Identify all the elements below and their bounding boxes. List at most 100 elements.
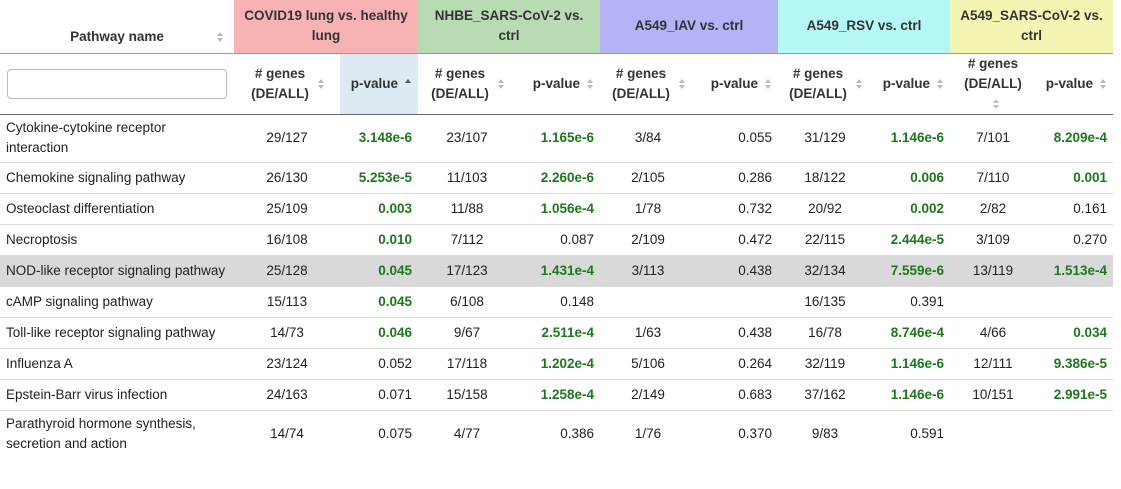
gene-count-cell: 16/108 bbox=[234, 223, 340, 255]
gene-count-cell: 10/151 bbox=[950, 378, 1037, 410]
sort-icon[interactable] bbox=[216, 31, 224, 43]
gene-count-header[interactable]: # genes (DE/ALL) bbox=[778, 52, 873, 115]
sort-icon[interactable] bbox=[404, 78, 412, 90]
gene-count-cell: 31/129 bbox=[778, 113, 873, 162]
pvalue-header[interactable]: p-value bbox=[516, 52, 601, 115]
pvalue-header[interactable]: p-value bbox=[1036, 52, 1114, 115]
sort-icon[interactable] bbox=[317, 78, 325, 90]
gene-count-cell: 14/73 bbox=[234, 316, 340, 348]
gene-count-cell: 1/76 bbox=[600, 409, 697, 458]
gene-count-cell: 7/112 bbox=[418, 223, 517, 255]
pvalue-cell: 0.087 bbox=[516, 223, 601, 255]
pvalue-cell: 0.045 bbox=[340, 285, 419, 317]
group-header-label: A549_IAV vs. ctrl bbox=[634, 18, 744, 34]
pvalue-cell: 0.591 bbox=[872, 409, 951, 458]
pvalue-cell: 0.438 bbox=[696, 316, 779, 348]
pathway-filter-input[interactable] bbox=[7, 68, 227, 99]
pvalue-cell: 1.056e-4 bbox=[516, 192, 601, 224]
pvalue-label: p-value bbox=[532, 75, 581, 91]
pathway-name-cell: Necroptosis bbox=[0, 223, 234, 255]
pathway-name-header[interactable]: Pathway name bbox=[0, 0, 234, 53]
pvalue-cell: 1.165e-6 bbox=[516, 113, 601, 162]
sort-icon[interactable] bbox=[855, 78, 863, 90]
sort-icon[interactable] bbox=[678, 78, 686, 90]
sort-icon[interactable] bbox=[497, 78, 505, 90]
gene-count-header[interactable]: # genes (DE/ALL) bbox=[234, 52, 340, 115]
gene-count-cell: 1/78 bbox=[600, 192, 697, 224]
gene-count-cell: 22/115 bbox=[778, 223, 873, 255]
table-row[interactable]: Epstein-Barr virus infection 24/163 0.071 1… bbox=[0, 378, 1114, 410]
table-row[interactable]: cAMP signaling pathway 15/113 0.045 6/108 0.… bbox=[0, 285, 1114, 317]
table-row[interactable]: Osteoclast differentiation 25/109 0.003 11/… bbox=[0, 192, 1114, 224]
pvalue-cell: 0.732 bbox=[696, 192, 779, 224]
gene-count-label: # genes (DE/ALL) bbox=[251, 65, 309, 101]
gene-count-label: # genes (DE/ALL) bbox=[431, 65, 489, 101]
gene-count-cell: 25/109 bbox=[234, 192, 340, 224]
pathway-name-cell: Chemokine signaling pathway bbox=[0, 161, 234, 193]
table-row[interactable]: Cytokine-cytokine receptor interaction 29… bbox=[0, 113, 1114, 162]
pvalue-cell: 0.391 bbox=[872, 285, 951, 317]
gene-count-cell: 18/122 bbox=[778, 161, 873, 193]
gene-count-cell: 17/118 bbox=[418, 347, 517, 379]
gene-count-cell: 2/109 bbox=[600, 223, 697, 255]
gene-count-header[interactable]: # genes (DE/ALL) bbox=[600, 52, 697, 115]
pathway-name-cell: Toll-like receptor signaling pathway bbox=[0, 316, 234, 348]
pvalue-cell: 0.052 bbox=[340, 347, 419, 379]
gene-count-cell: 23/124 bbox=[234, 347, 340, 379]
table-row[interactable]: NOD-like receptor signaling pathway 25/12… bbox=[0, 254, 1114, 286]
pvalue-cell: 1.513e-4 bbox=[1036, 254, 1114, 286]
gene-count-cell: 37/162 bbox=[778, 378, 873, 410]
table-row[interactable]: Toll-like receptor signaling pathway 14/7… bbox=[0, 316, 1114, 348]
sort-icon[interactable] bbox=[764, 78, 772, 90]
pathway-name-cell: NOD-like receptor signaling pathway bbox=[0, 254, 234, 286]
sort-icon[interactable] bbox=[586, 78, 594, 90]
gene-count-cell: 32/119 bbox=[778, 347, 873, 379]
sort-icon[interactable] bbox=[1099, 78, 1107, 90]
gene-count-cell: 23/107 bbox=[418, 113, 517, 162]
gene-count-cell: 15/113 bbox=[234, 285, 340, 317]
gene-count-cell: 14/74 bbox=[234, 409, 340, 458]
gene-count-cell: 13/119 bbox=[950, 254, 1037, 286]
gene-count-cell: 12/111 bbox=[950, 347, 1037, 379]
table-row[interactable]: Influenza A 23/124 0.052 17/118 1.202e-4 5/10… bbox=[0, 347, 1114, 379]
gene-count-label: # genes (DE/ALL) bbox=[612, 65, 670, 101]
pvalue-cell: 2.444e-5 bbox=[872, 223, 951, 255]
pvalue-label: p-value bbox=[350, 75, 399, 91]
pvalue-cell: 0.001 bbox=[1036, 161, 1114, 193]
pathway-name-cell: Influenza A bbox=[0, 347, 234, 379]
gene-count-cell: 4/77 bbox=[418, 409, 517, 458]
pvalue-cell: 0.003 bbox=[340, 192, 419, 224]
table-row[interactable]: Necroptosis 16/108 0.010 7/112 0.087 2/109 0.4… bbox=[0, 223, 1114, 255]
pvalue-header[interactable]: p-value bbox=[872, 52, 951, 115]
group-header-label: A549_SARS-CoV-2 vs. ctrl bbox=[960, 8, 1103, 44]
gene-count-label: # genes (DE/ALL) bbox=[964, 55, 1022, 91]
gene-count-cell: 17/123 bbox=[418, 254, 517, 286]
gene-count-cell: 32/134 bbox=[778, 254, 873, 286]
pvalue-cell: 0.270 bbox=[1036, 223, 1114, 255]
pathway-name-cell: Cytokine-cytokine receptor interaction bbox=[0, 113, 234, 162]
gene-count-cell: 24/163 bbox=[234, 378, 340, 410]
pvalue-label: p-value bbox=[710, 75, 759, 91]
pathway-table: Pathway name COVID19 lung vs. healthy lu… bbox=[0, 0, 1114, 458]
gene-count-cell: 1/63 bbox=[600, 316, 697, 348]
gene-count-cell: 2/105 bbox=[600, 161, 697, 193]
group-header-5: A549_SARS-CoV-2 vs. ctrl bbox=[950, 0, 1114, 53]
pvalue-header[interactable]: p-value bbox=[696, 52, 779, 115]
table-row[interactable]: Parathyroid hormone synthesis, secretion… bbox=[0, 409, 1114, 458]
pvalue-cell: 0.161 bbox=[1036, 192, 1114, 224]
pvalue-cell: 9.386e-5 bbox=[1036, 347, 1114, 379]
group-header-label: COVID19 lung vs. healthy lung bbox=[244, 8, 408, 44]
pvalue-cell: 2.511e-4 bbox=[516, 316, 601, 348]
pvalue-cell: 0.472 bbox=[696, 223, 779, 255]
pvalue-header[interactable]: p-value bbox=[340, 52, 419, 115]
table-row[interactable]: Chemokine signaling pathway 26/130 5.253e-… bbox=[0, 161, 1114, 193]
pvalue-cell bbox=[696, 285, 779, 317]
sort-icon[interactable] bbox=[992, 98, 1000, 110]
gene-count-header[interactable]: # genes (DE/ALL) bbox=[418, 52, 517, 115]
sort-icon[interactable] bbox=[936, 78, 944, 90]
pvalue-cell: 0.286 bbox=[696, 161, 779, 193]
gene-count-header[interactable]: # genes (DE/ALL) bbox=[950, 52, 1037, 115]
pvalue-cell: 1.146e-6 bbox=[872, 378, 951, 410]
pvalue-cell: 0.071 bbox=[340, 378, 419, 410]
pvalue-label: p-value bbox=[1045, 75, 1094, 91]
